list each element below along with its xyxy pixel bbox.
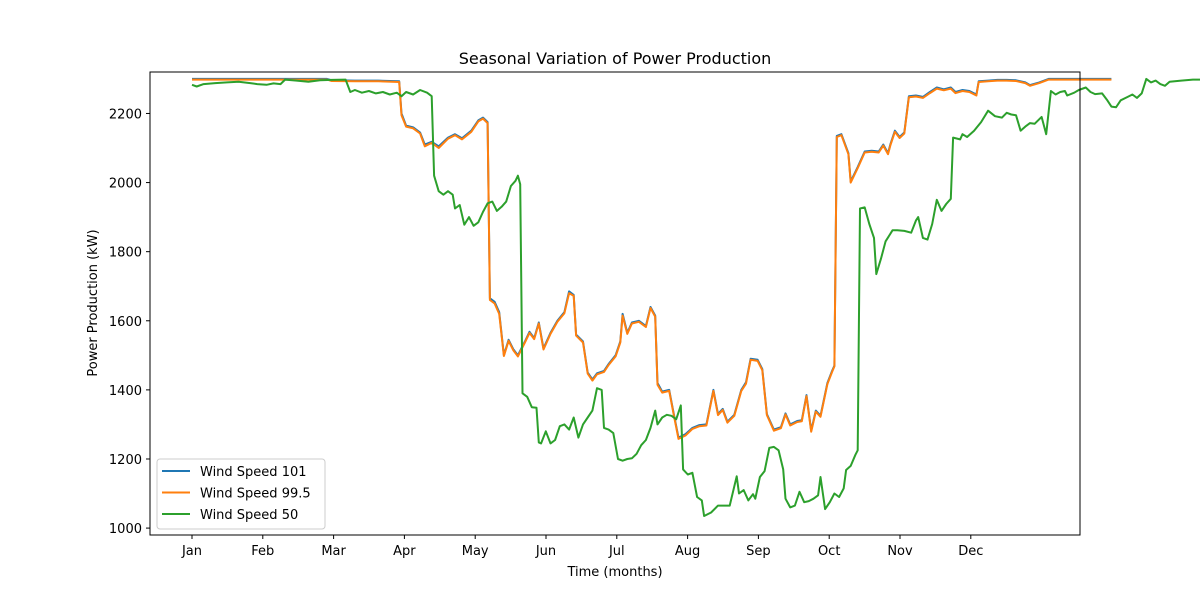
plot-area	[149, 71, 1200, 536]
x-tick-label: Apr	[393, 544, 416, 559]
y-tick-label: 2000	[109, 177, 142, 192]
x-axis-title: Time (months)	[566, 565, 662, 580]
legend-items: Wind Speed 101 Wind Speed 99.5 Wind Speed …	[162, 465, 311, 523]
x-tick-label: May	[462, 544, 489, 559]
y-tick-label: 1400	[109, 384, 142, 399]
legend-label-2: Wind Speed 50	[200, 508, 298, 523]
plot-frame	[149, 71, 1081, 536]
x-tick-label: Nov	[887, 544, 913, 559]
x-axis: Jan Feb Mar Apr May Jun Jul Aug Sep Oct Nov Dec	[181, 535, 983, 559]
x-tick-label: Sep	[746, 544, 771, 559]
x-tick-label: Jun	[535, 544, 556, 559]
series-line-1	[192, 78, 1112, 440]
x-tick-label: Jul	[608, 544, 625, 559]
legend-label-1: Wind Speed 99.5	[200, 487, 311, 502]
x-tick-label: Mar	[321, 544, 346, 559]
y-tick-label: 1800	[109, 246, 142, 261]
y-tick-label: 1000	[109, 522, 142, 537]
x-tick-label: Aug	[675, 544, 700, 559]
x-tick-label: Dec	[958, 544, 983, 559]
series-layer	[191, 77, 1200, 517]
legend: Wind Speed 101 Wind Speed 99.5 Wind Speed …	[156, 458, 326, 530]
series-line-2	[191, 77, 1200, 517]
plot-background	[150, 72, 1080, 535]
y-tick-label: 1200	[109, 453, 142, 468]
y-tick-label: 1600	[109, 315, 142, 330]
y-axis: 1000 1200 1400 1600 1800 2000 2200	[109, 107, 150, 537]
x-tick-label: Oct	[818, 544, 840, 559]
x-tick-label: Feb	[251, 544, 274, 559]
y-tick-label: 2200	[109, 107, 142, 122]
y-axis-title: Power Production (kW)	[86, 229, 101, 376]
chart-title: Seasonal Variation of Power Production	[459, 49, 772, 68]
legend-label-0: Wind Speed 101	[200, 465, 307, 480]
legend-box	[156, 458, 326, 530]
x-tick-label: Jan	[181, 544, 202, 559]
